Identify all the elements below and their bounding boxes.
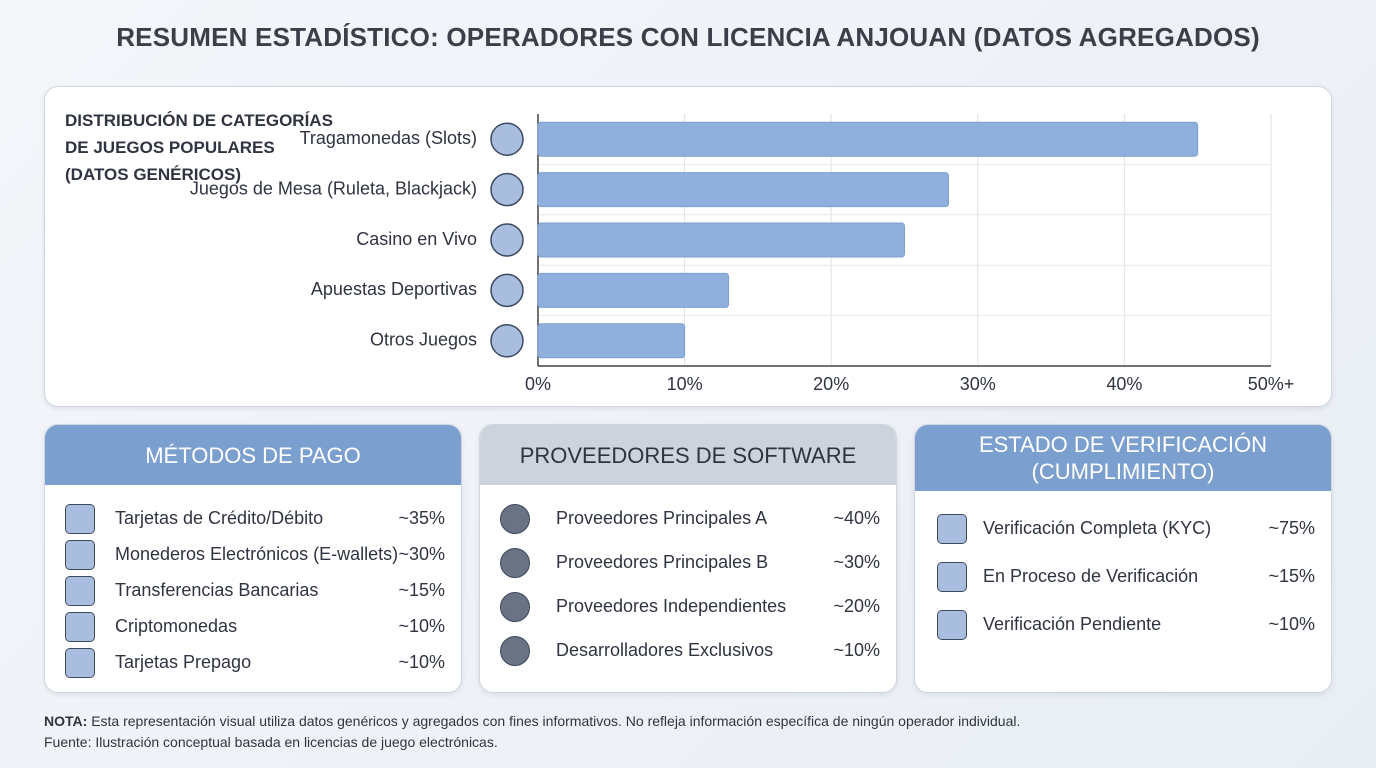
bar [537,272,730,308]
panel-header: ESTADO DE VERIFICACIÓN (CUMPLIMIENTO) [915,425,1331,491]
row-label: En Proceso de Verificación [983,565,1199,586]
row-label: Verificación Completa (KYC) [983,517,1212,538]
row-icon [937,610,967,640]
category-icon [490,223,524,257]
x-tick-label: 10% [667,374,703,394]
verification-panel: ESTADO DE VERIFICACIÓN (CUMPLIMIENTO) Ve… [914,424,1332,693]
software-panel: PROVEEDORES DE SOFTWARE Proveedores Prin… [479,424,897,693]
panel-header: PROVEEDORES DE SOFTWARE [480,425,896,485]
note: NOTA: Esta representación visual utiliza… [44,711,1020,753]
chart-title: DISTRIBUCIÓN DE CATEGORÍAS DE JUEGOS POP… [65,111,333,184]
row-label: Tarjetas de Crédito/Débito [115,507,324,528]
row-icon [65,648,95,678]
chart-card: DISTRIBUCIÓN DE CATEGORÍAS DE JUEGOS POP… [44,86,1332,407]
row-icon [500,548,530,578]
category-label: Tragamonedas (Slots) [300,128,477,148]
panel-row: Tarjetas Prepago ~10% [45,647,461,678]
panel-header: MÉTODOS DE PAGO [45,425,461,485]
row-icon [500,636,530,666]
row-label: Verificación Pendiente [983,613,1162,634]
row-icon [65,612,95,642]
row-icon [937,514,967,544]
row-value: ~20% [833,595,880,616]
category-label: Otros Juegos [370,330,477,350]
panel-row: Proveedores Independientes ~20% [480,591,896,622]
row-value: ~30% [833,551,880,572]
bar [537,121,1199,157]
chart: 0% 10% 20% 30% 40% 50%+ Tragamonedas (Slots) Ju… [190,114,1295,394]
bar [537,222,905,258]
bar [537,172,949,208]
category-icon [490,122,524,156]
panel-row: Criptomonedas ~10% [45,611,461,642]
row-value: ~10% [1268,613,1315,634]
row-label: Tarjetas Prepago [115,651,252,672]
x-tick-label: 50%+ [1248,374,1295,394]
row-icon [65,576,95,606]
row-value: ~15% [398,579,445,600]
row-value: ~75% [1268,517,1315,538]
category-label: Juegos de Mesa (Ruleta, Blackjack) [190,178,477,198]
x-tick-label: 30% [960,374,996,394]
source: Fuente: Ilustración conceptual basada en… [44,734,498,750]
row-label: Transferencias Bancarias [115,579,319,600]
row-value: ~35% [398,507,445,528]
row-value: ~30% [398,543,445,564]
note-label: NOTA: [44,713,88,729]
category-label: Casino en Vivo [356,229,477,249]
bar [537,323,686,359]
row-value: ~10% [833,639,880,660]
panel-row: Desarrolladores Exclusivos ~10% [480,635,896,666]
x-tick-label: 40% [1106,374,1142,394]
panel-row: Tarjetas de Crédito/Débito ~35% [45,503,461,534]
panel-row: En Proceso de Verificación ~15% [915,561,1331,592]
row-label: Proveedores Independientes [556,595,787,616]
row-value: ~40% [833,507,880,528]
row-value: ~10% [398,615,445,636]
category-label: Apuestas Deportivas [311,279,477,299]
row-label: Monederos Electrónicos (E-wallets) [115,543,399,564]
row-value: ~15% [1268,565,1315,586]
category-icon [490,273,524,308]
category-icon [490,324,524,358]
page-title: RESUMEN ESTADÍSTICO: OPERADORES CON LICE… [116,22,1260,52]
row-icon [65,540,95,570]
panel-row: Proveedores Principales B ~30% [480,547,896,578]
panel-row: Proveedores Principales A ~40% [480,503,896,534]
payment-panel: MÉTODOS DE PAGO Tarjetas de Crédito/Débi… [44,424,462,693]
row-icon [65,504,95,534]
panel-row: Transferencias Bancarias ~15% [45,575,461,606]
note-line: NOTA: Esta representación visual utiliza… [44,711,1020,732]
panel-row: Monederos Electrónicos (E-wallets) ~30% [45,539,461,570]
panel-row: Verificación Completa (KYC) ~75% [915,513,1331,544]
row-icon [500,504,530,534]
row-value: ~10% [398,651,445,672]
x-tick-label: 20% [813,374,849,394]
note-text: Esta representación visual utiliza datos… [91,713,1021,729]
row-icon [500,592,530,622]
row-label: Proveedores Principales A [556,507,768,528]
row-label: Criptomonedas [115,615,238,636]
row-icon [937,562,967,592]
row-label: Proveedores Principales B [556,551,769,572]
category-icon [490,172,524,207]
panel-row: Verificación Pendiente ~10% [915,609,1331,640]
row-label: Desarrolladores Exclusivos [556,639,774,660]
x-tick-label: 0% [525,374,551,394]
